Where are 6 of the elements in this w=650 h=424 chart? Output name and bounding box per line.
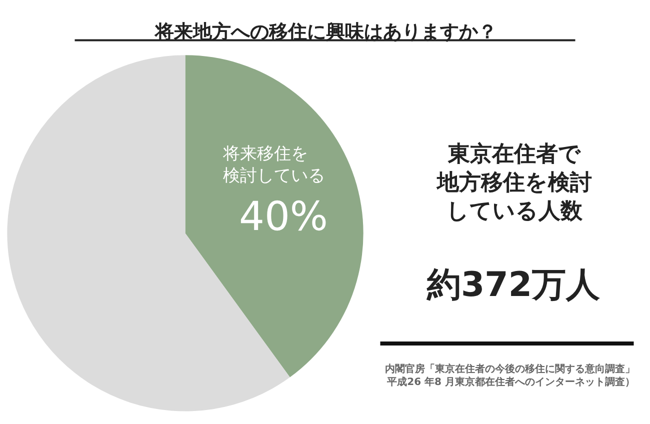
text: 東京在住者で地方移住を検討している人数 <box>436 141 592 224</box>
data-label: 40% <box>239 194 328 240</box>
text: 約372万人 <box>426 265 601 305</box>
pie-slice <box>185 55 363 378</box>
slice-label: 将来移住を検討している <box>222 144 325 186</box>
text: 内閣官房「東京在住者の今後の移住に関する意向調査」平成26 年8 月東京都在住者へのインターネット調査） <box>385 363 635 388</box>
